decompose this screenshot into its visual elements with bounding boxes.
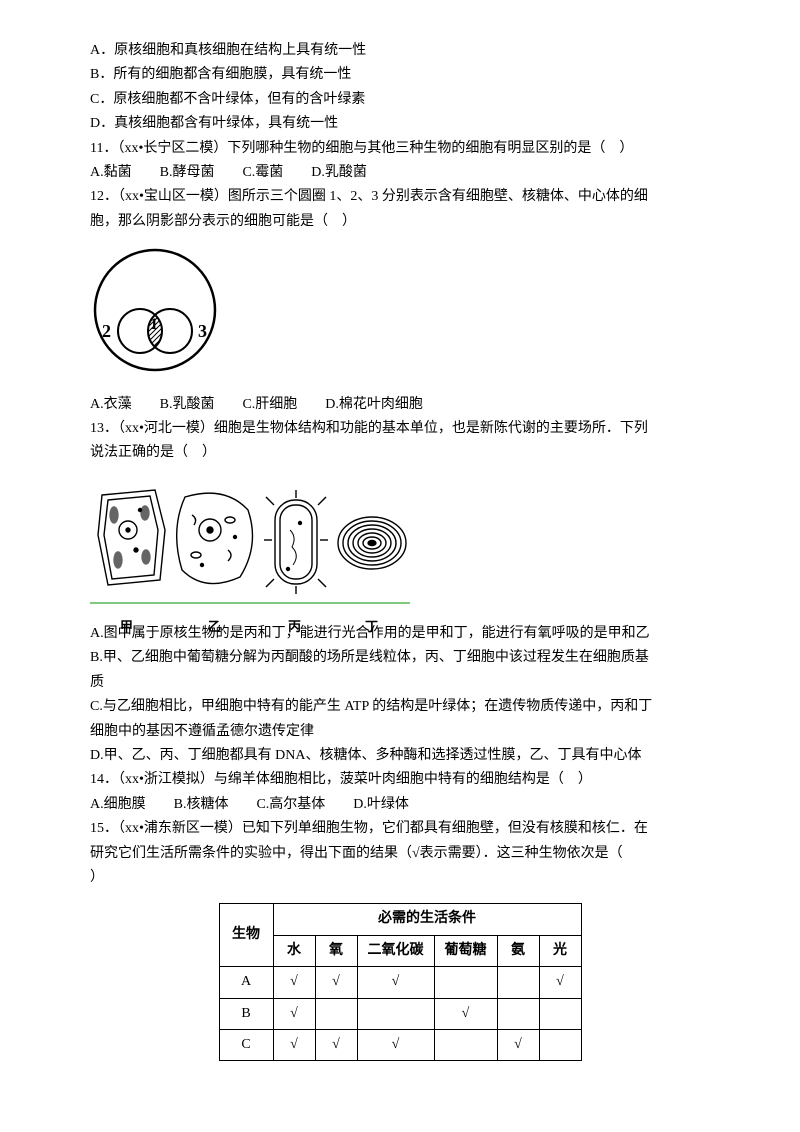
q13-option-c-1: C.与乙细胞相比，甲细胞中特有的能产生 ATP 的结构是叶绿体；在遗传物质传递中…: [90, 696, 710, 718]
cell: [315, 998, 357, 1029]
cell: [539, 1029, 581, 1060]
table-row: A √ √ √ √: [219, 967, 581, 998]
question-14: 14．（xx•浙江模拟）与绵羊体细胞相比，菠菜叶肉细胞中特有的细胞结构是（ ）: [90, 769, 710, 791]
table-row: B √ √: [219, 998, 581, 1029]
q13-option-c-2: 细胞中的基因不遵循孟德尔遗传定律: [90, 721, 710, 743]
cell: [357, 998, 434, 1029]
table-header-organism: 生物: [219, 904, 273, 967]
table-col-headers: 水 氧 二氧化碳 葡萄糖 氨 光: [219, 935, 581, 966]
cell-label-jia: 甲: [120, 617, 133, 638]
col-ammonia: 氨: [497, 935, 539, 966]
cell: [434, 967, 497, 998]
cell-label-yi: 乙: [208, 617, 221, 638]
cell-label-bing: 丙: [288, 617, 301, 638]
question-15-line3: ）: [90, 867, 710, 889]
col-glucose: 葡萄糖: [434, 935, 497, 966]
cell: √: [315, 967, 357, 998]
cell-ding: [338, 517, 406, 569]
question-12-line2: 胞，那么阴影部分表示的细胞可能是（ ）: [90, 211, 710, 233]
cell: √: [539, 967, 581, 998]
cell-bing: [264, 490, 328, 594]
cell: √: [315, 1029, 357, 1060]
question-11: 11．（xx•长宁区二模）下列哪种生物的细胞与其他三种生物的细胞有明显区别的是（…: [90, 138, 710, 160]
row-c-name: C: [219, 1029, 273, 1060]
question-15-line1: 15．（xx•浦东新区一模）已知下列单细胞生物，它们都具有细胞壁，但没有核膜和核…: [90, 818, 710, 840]
question-12-options: A.衣藻 B.乳酸菌 C.肝细胞 D.棉花叶肉细胞: [90, 394, 710, 416]
question-15-line2: 研究它们生活所需条件的实验中，得出下面的结果（√表示需要）．这三种生物依次是（: [90, 843, 710, 865]
cell: √: [497, 1029, 539, 1060]
requirements-table: 生物 必需的生活条件 水 氧 二氧化碳 葡萄糖 氨 光 A √ √ √ √ B …: [219, 903, 582, 1061]
cell-yi: [177, 493, 253, 583]
cell: [497, 967, 539, 998]
q13-option-a: A.图中属于原核生物的是丙和丁，能进行光合作用的是甲和丁，能进行有氧呼吸的是甲和…: [90, 623, 710, 645]
question-13-line2: 说法正确的是（ ）: [90, 442, 710, 464]
option-d: D．真核细胞都含有叶绿体，具有统一性: [90, 113, 710, 135]
row-a-name: A: [219, 967, 273, 998]
col-light: 光: [539, 935, 581, 966]
q13-option-d: D.甲、乙、丙、丁细胞都具有 DNA、核糖体、多种酶和选择透过性膜，乙、丁具有中…: [90, 745, 710, 767]
option-b: B．所有的细胞都含有细胞膜，具有统一性: [90, 64, 710, 86]
table-row: C √ √ √ √: [219, 1029, 581, 1060]
cell-jia: [98, 490, 165, 585]
col-co2: 二氧化碳: [357, 935, 434, 966]
cell: √: [273, 967, 315, 998]
cell: [434, 1029, 497, 1060]
cell: √: [357, 967, 434, 998]
question-13-line1: 13．（xx•河北一模）细胞是生物体结构和功能的基本单位，也是新陈代谢的主要场所…: [90, 418, 710, 440]
venn-label-2: 2: [102, 321, 111, 341]
cell-diagram: [90, 475, 410, 605]
col-water: 水: [273, 935, 315, 966]
col-oxygen: 氧: [315, 935, 357, 966]
question-14-options: A.细胞膜 B.核糖体 C.高尔基体 D.叶绿体: [90, 794, 710, 816]
cell: √: [357, 1029, 434, 1060]
venn-diagram: 1 2 3: [90, 245, 220, 375]
cell-label-ding: 丁: [365, 617, 378, 638]
venn-label-1: 1: [150, 316, 158, 333]
cell: √: [273, 998, 315, 1029]
cell: √: [273, 1029, 315, 1060]
option-a: A．原核细胞和真核细胞在结构上具有统一性: [90, 40, 710, 62]
q13-option-b-2: 质: [90, 672, 710, 694]
cell: [497, 998, 539, 1029]
q13-option-b-1: B.甲、乙细胞中葡萄糖分解为丙酮酸的场所是线粒体，丙、丁细胞中该过程发生在细胞质…: [90, 647, 710, 669]
option-c: C．原核细胞都不含叶绿体，但有的含叶绿素: [90, 89, 710, 111]
table-header-main: 必需的生活条件: [273, 904, 581, 935]
venn-label-3: 3: [198, 321, 207, 341]
question-11-options: A.黏菌 B.酵母菌 C.霉菌 D.乳酸菌: [90, 162, 710, 184]
cell: √: [434, 998, 497, 1029]
question-12-line1: 12．（xx•宝山区一模）图所示三个圆圈 1、2、3 分别表示含有细胞壁、核糖体…: [90, 186, 710, 208]
row-b-name: B: [219, 998, 273, 1029]
cell: [539, 998, 581, 1029]
